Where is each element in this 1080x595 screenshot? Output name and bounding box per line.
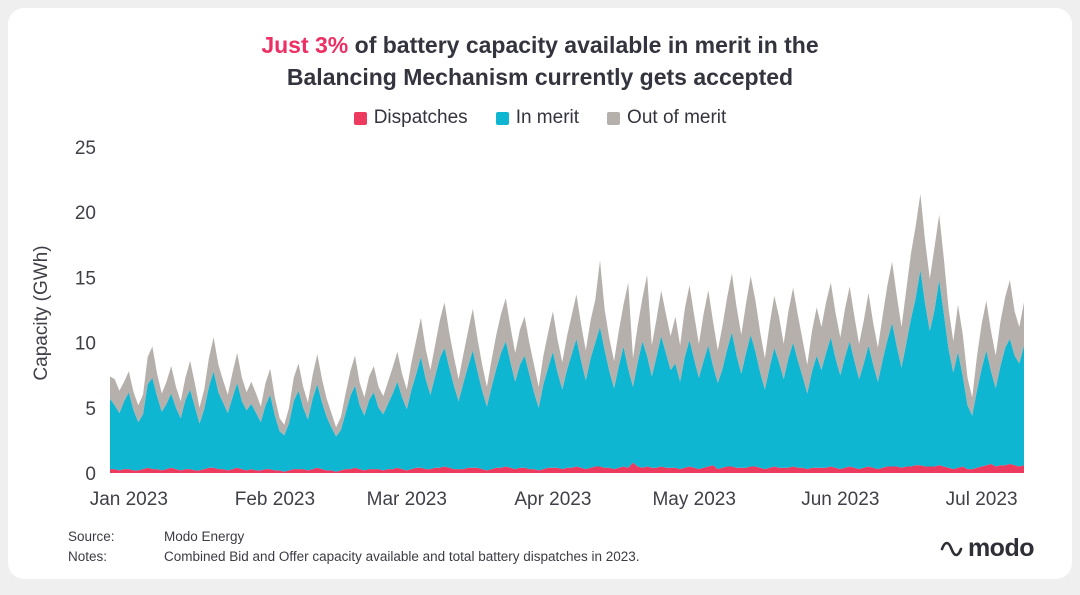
- modo-logo-text: modo: [967, 534, 1035, 562]
- modo-wave-icon: [940, 541, 963, 556]
- legend-label-dispatches: Dispatches: [373, 107, 468, 129]
- source-value: Modo Energy: [164, 528, 245, 544]
- area-chart: 0 5 10 15 20 25 Jan 2023 Feb 2023 Mar 2023 Apr 20…: [75, 138, 1024, 510]
- title-line-1: Just 3% of battery capacity available in…: [261, 32, 818, 58]
- title-highlight: Just 3%: [261, 32, 349, 58]
- footer-notes: Source: Modo Energy Notes: Combined Bid …: [68, 527, 640, 568]
- dispatches-swatch-icon: [353, 111, 367, 125]
- area-in-merit: [110, 270, 1024, 473]
- chart-card: Just 3% of battery capacity available in…: [8, 8, 1072, 579]
- notes-value: Combined Bid and Offer capacity availabl…: [164, 548, 640, 564]
- y-tick-label: 0: [85, 464, 96, 485]
- x-tick-label: Jun 2023: [801, 489, 879, 510]
- legend-item-dispatches: Dispatches: [353, 107, 468, 129]
- title-rest: of battery capacity available in merit i…: [348, 32, 819, 58]
- x-tick-label: Jul 2023: [946, 489, 1018, 510]
- x-tick-label: Jan 2023: [90, 489, 168, 510]
- page-title: Just 3% of battery capacity available in…: [8, 8, 1072, 93]
- x-tick-label: Mar 2023: [367, 489, 447, 510]
- y-tick-label: 5: [85, 399, 96, 420]
- x-tick-label: Feb 2023: [235, 489, 315, 510]
- y-tick-label: 10: [75, 334, 96, 355]
- in-merit-swatch-icon: [495, 111, 509, 125]
- area-out-of-merit: [110, 194, 1024, 437]
- notes-label: Notes:: [68, 548, 108, 564]
- legend-item-out-of-merit: Out of merit: [607, 107, 726, 129]
- out-of-merit-swatch-icon: [607, 111, 621, 125]
- x-tick-label: Apr 2023: [514, 489, 591, 510]
- chart-legend: Dispatches In merit Out of merit: [8, 107, 1072, 129]
- legend-label-in-merit: In merit: [515, 107, 580, 129]
- y-tick-label: 15: [75, 269, 96, 290]
- notes-row: Notes: Combined Bid and Offer capacity a…: [68, 547, 640, 567]
- x-tick-label: May 2023: [652, 489, 735, 510]
- title-line-2: Balancing Mechanism currently gets accep…: [286, 63, 794, 90]
- modo-logo: modo: [939, 534, 1035, 563]
- chart-area: Capacity (GWh) 0 5 10 15 20 25 Jan 2023 Feb 202…: [8, 137, 1072, 521]
- y-tick-label: 20: [75, 204, 96, 225]
- legend-item-in-merit: In merit: [495, 107, 580, 129]
- legend-label-out-of-merit: Out of merit: [627, 107, 727, 129]
- source-label: Source:: [68, 528, 115, 544]
- y-tick-label: 25: [75, 138, 96, 159]
- source-row: Source: Modo Energy: [68, 527, 640, 547]
